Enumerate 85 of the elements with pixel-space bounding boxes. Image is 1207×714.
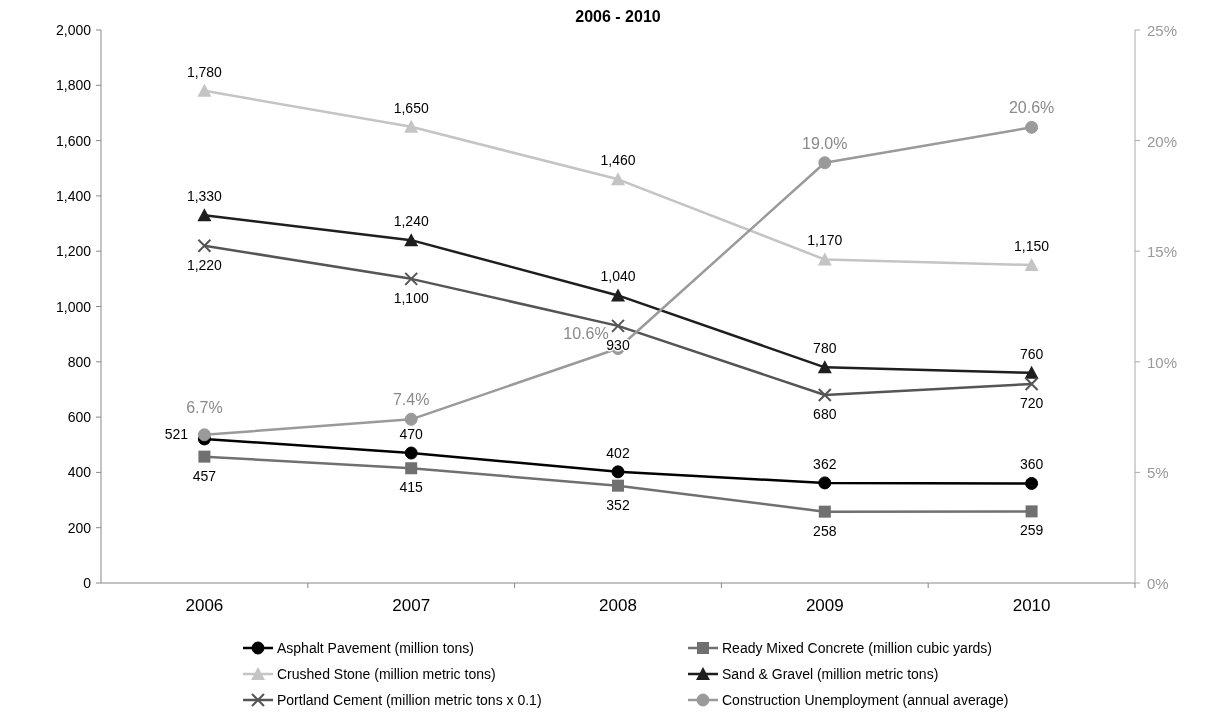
y-tick-label: 400 — [67, 464, 92, 481]
point — [818, 156, 832, 170]
point — [611, 288, 625, 302]
legend-label: Ready Mixed Concrete (million cubic yards) — [722, 640, 992, 656]
point — [611, 465, 625, 479]
point — [197, 428, 211, 442]
data-label: 780 — [813, 340, 837, 357]
legend-label: Construction Unemployment (annual average) — [722, 692, 1009, 708]
y2-tick-label: 10% — [1147, 353, 1178, 371]
legend-label: Asphalt Pavement (million tons) — [277, 640, 474, 656]
data-label: 760 — [1019, 345, 1044, 362]
data-label: 1,240 — [393, 213, 429, 230]
data-label: 1,460 — [600, 152, 636, 169]
data-label: 1,220 — [186, 256, 223, 273]
data-label: 352 — [606, 496, 630, 513]
data-label: 362 — [813, 455, 837, 472]
data-label: 470 — [399, 426, 424, 443]
y-tick-label: 600 — [67, 409, 92, 426]
data-label: 680 — [813, 405, 837, 422]
data-label: 19.0% — [802, 134, 848, 152]
point — [611, 318, 625, 333]
y-tick-label: 200 — [67, 519, 92, 536]
data-label: 402 — [606, 444, 630, 461]
y-tick-label: 2,000 — [55, 22, 92, 38]
data-label: 1,170 — [807, 232, 843, 249]
y2-tick-label: 20% — [1147, 132, 1178, 150]
y-tick-label: 0 — [83, 575, 92, 591]
data-label: 1,330 — [186, 188, 223, 205]
x-tick-label: 2010 — [1012, 596, 1051, 615]
data-label: 1,150 — [1014, 238, 1050, 255]
x-tick-label: 2007 — [392, 596, 431, 615]
y-tick-label: 1,400 — [55, 187, 92, 204]
point — [197, 238, 212, 253]
point — [818, 476, 832, 490]
y-tick-label: 1,000 — [55, 298, 92, 315]
data-label: 259 — [1019, 522, 1044, 539]
point — [405, 462, 418, 475]
data-label: 7.4% — [392, 391, 430, 409]
data-label: 1,040 — [600, 268, 636, 285]
x-tick-label: 2009 — [805, 596, 844, 615]
point — [197, 208, 212, 222]
data-label: 258 — [813, 522, 837, 539]
y2-tick-label: 15% — [1147, 243, 1178, 261]
point — [817, 387, 832, 402]
point — [1025, 476, 1039, 490]
y2-tick-label: 5% — [1147, 464, 1169, 482]
point — [1025, 120, 1039, 134]
point — [1025, 505, 1038, 518]
y-tick-label: 1,600 — [55, 132, 92, 149]
data-label: 521 — [164, 425, 189, 442]
point — [1024, 258, 1039, 272]
point — [197, 83, 212, 97]
point — [1024, 365, 1039, 379]
point — [404, 233, 419, 247]
chart-title: 2006 - 2010 — [575, 8, 661, 25]
data-label: 6.7% — [186, 398, 223, 416]
data-label: 1,780 — [186, 63, 223, 80]
y-tick-label: 1,800 — [55, 77, 92, 94]
data-label: 20.6% — [1008, 99, 1055, 117]
point — [404, 119, 419, 133]
point — [404, 271, 419, 286]
point — [817, 252, 832, 266]
point — [1024, 376, 1039, 391]
x-tick-label: 2006 — [185, 596, 224, 615]
legend-label: Sand & Gravel (million metric tons) — [722, 666, 939, 682]
y-tick-label: 1,200 — [55, 243, 92, 260]
y2-tick-label: 0% — [1147, 575, 1169, 592]
data-label: 1,100 — [393, 289, 429, 306]
data-label: 720 — [1019, 394, 1044, 411]
point — [612, 479, 624, 492]
data-label: 415 — [399, 479, 424, 496]
data-label: 360 — [1019, 456, 1044, 473]
point — [404, 446, 418, 460]
y2-tick-label: 25% — [1147, 22, 1178, 39]
x-tick-label: 2008 — [599, 596, 637, 615]
legend-label: Crushed Stone (million metric tons) — [277, 666, 496, 682]
point — [198, 450, 211, 463]
point — [817, 360, 832, 374]
data-label: 1,650 — [393, 99, 429, 116]
data-label: 457 — [192, 467, 217, 484]
point — [611, 172, 625, 186]
point — [404, 412, 418, 426]
point — [818, 505, 831, 518]
legend-label: Portland Cement (million metric tons x 0.1) — [277, 692, 542, 708]
y-tick-label: 800 — [67, 353, 92, 370]
